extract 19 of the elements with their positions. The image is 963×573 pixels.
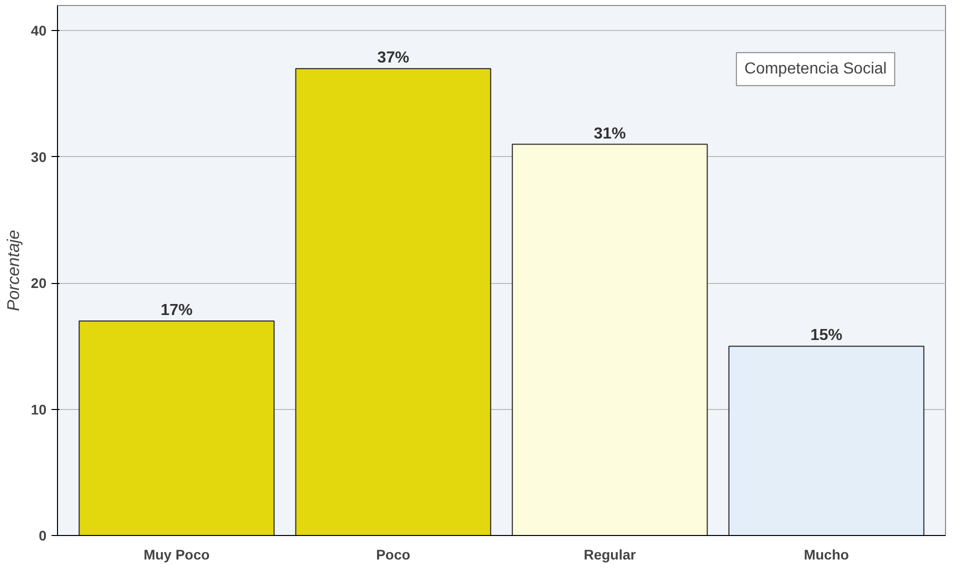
bar [512, 144, 708, 536]
x-tick-label: Regular [584, 546, 636, 562]
y-tick-label: 20 [30, 275, 47, 292]
bar [728, 346, 924, 536]
y-axis-title: Porcentaje [4, 230, 23, 312]
y-tick-label: 30 [30, 148, 47, 165]
text: 15% [810, 327, 842, 344]
text: 31% [594, 125, 626, 142]
y-tick-label: 0 [38, 528, 47, 544]
y-tick-label: 40 [30, 22, 47, 39]
x-tick-label: Mucho [804, 546, 849, 562]
text: 17% [160, 302, 193, 319]
bar [295, 68, 492, 536]
text: 37% [377, 50, 410, 67]
x-tick-label: Muy Poco [144, 546, 210, 562]
x-tick-label: Poco [376, 546, 410, 562]
text: Competencia Social [744, 60, 887, 78]
y-tick-label: 10 [30, 401, 47, 418]
bar [78, 320, 275, 536]
